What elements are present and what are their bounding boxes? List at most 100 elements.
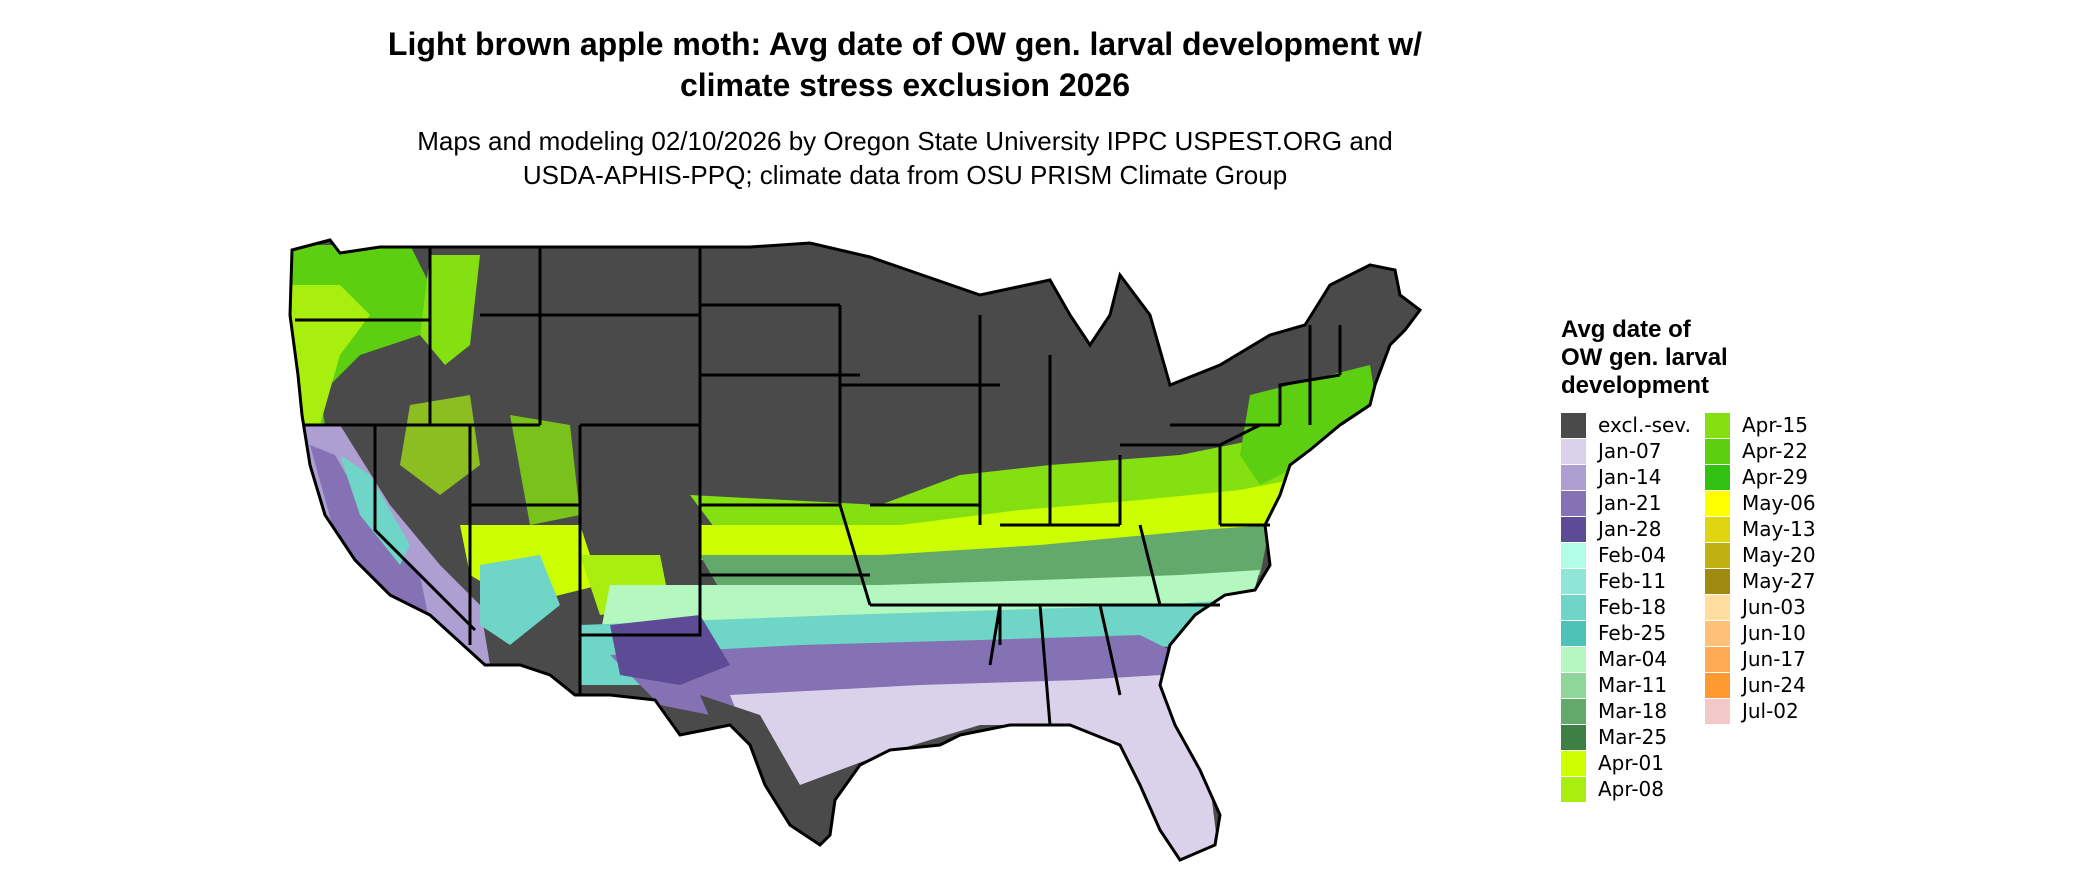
zone-gulf-light-purple [730,675,1220,860]
legend-item: Apr-29 [1704,464,1816,490]
legend-swatch [1561,750,1586,776]
legend: Avg date of OW gen. larval development e… [1561,316,1816,802]
legend-item: Apr-15 [1704,412,1816,438]
legend-item: May-27 [1704,568,1816,594]
subtitle-line-1: Maps and modeling 02/10/2026 by Oregon S… [417,126,1393,156]
legend-swatch [1704,438,1730,464]
legend-column-2: Apr-15 Apr-22 Apr-29 May-06 May-13 May-20 May-… [1704,412,1816,802]
legend-title: Avg date of OW gen. larval development [1561,316,1816,400]
legend-swatch [1704,412,1730,438]
legend-item: Feb-11 [1561,568,1691,594]
legend-swatch [1561,490,1586,516]
legend-label: Apr-15 [1741,413,1808,437]
zone-california-coast-dark [310,445,430,625]
legend-title-line-1: Avg date of [1561,316,1691,343]
legend-swatch [1561,724,1586,750]
legend-label: Feb-11 [1598,569,1667,593]
legend-item: Jul-02 [1704,698,1816,724]
us-outline [288,238,1423,862]
legend-swatch [1561,516,1586,542]
legend-swatch [1561,672,1586,698]
legend-label: Mar-04 [1598,647,1668,671]
legend-label: Mar-11 [1598,673,1668,697]
legend-label: Jun-17 [1741,647,1806,671]
legend-label: Mar-25 [1598,725,1668,749]
legend-label: Feb-04 [1598,543,1667,567]
legend-item: Mar-18 [1561,698,1691,724]
legend-swatch [1704,568,1730,594]
legend-item: Jan-14 [1561,464,1691,490]
legend-item: Jun-24 [1704,672,1816,698]
state-boundaries [288,238,1423,862]
legend-label: May-13 [1741,517,1816,541]
legend-swatch [1561,542,1586,568]
legend-label: Mar-18 [1598,699,1668,723]
legend-item: Mar-04 [1561,646,1691,672]
legend-label: excl.-sev. [1598,413,1691,437]
legend-label: Jan-07 [1598,439,1662,463]
state-line [295,247,1371,726]
legend-item: May-06 [1704,490,1816,516]
legend-item: Apr-01 [1561,750,1691,776]
legend-label: Jan-28 [1598,517,1662,541]
legend-swatch [1561,464,1586,490]
legend-swatch [1561,620,1586,646]
legend-swatch [1561,698,1586,724]
legend-item: Apr-08 [1561,776,1691,802]
legend-label: Jan-14 [1598,465,1662,489]
subtitle-line-2: USDA-APHIS-PPQ; climate data from OSU PR… [522,160,1288,190]
legend-label: May-06 [1741,491,1816,515]
legend-swatch [1704,516,1730,542]
title-line-1: Light brown apple moth: Avg date of OW g… [387,26,1423,62]
legend-swatch [1561,776,1586,802]
legend-item: excl.-sev. [1561,412,1691,438]
legend-label: Apr-29 [1741,465,1808,489]
legend-item: Feb-04 [1561,542,1691,568]
legend-item: May-13 [1704,516,1816,542]
legend-swatch [1704,594,1730,620]
legend-label: Feb-25 [1598,621,1667,645]
legend-swatch [1704,620,1730,646]
zone-arizona-teal [480,555,560,645]
legend-title-line-2: OW gen. larval [1561,344,1728,371]
legend-item: Apr-22 [1704,438,1816,464]
map-subtitle: Maps and modeling 02/10/2026 by Oregon S… [300,124,1510,192]
legend-item: Jun-03 [1704,594,1816,620]
legend-swatch [1704,698,1730,724]
legend-swatch [1561,646,1586,672]
us-map [288,238,1423,862]
legend-swatch [1704,464,1730,490]
legend-swatch [1704,542,1730,568]
legend-swatch [1561,438,1586,464]
legend-label: May-20 [1741,543,1816,567]
legend-item: Mar-25 [1561,724,1691,750]
legend-item: Jun-10 [1704,620,1816,646]
legend-item: Jun-17 [1704,646,1816,672]
legend-item: Jan-28 [1561,516,1691,542]
legend-item: Jan-21 [1561,490,1691,516]
title-line-2: climate stress exclusion 2026 [679,67,1131,103]
legend-swatch [1704,490,1730,516]
legend-item: Feb-25 [1561,620,1691,646]
legend-item: May-20 [1704,542,1816,568]
legend-column-1: excl.-sev. Jan-07 Jan-14 Jan-21 Jan-28 Feb-04… [1561,412,1691,802]
legend-swatch [1704,672,1730,698]
zone-nevada-specks [400,395,480,495]
legend-label: Feb-18 [1598,595,1667,619]
legend-swatch [1561,568,1586,594]
legend-item: Feb-18 [1561,594,1691,620]
legend-title-line-3: development [1561,372,1710,399]
development-zones [290,245,1380,860]
legend-item: Jan-07 [1561,438,1691,464]
legend-label: Jan-21 [1598,491,1662,515]
legend-label: Jun-10 [1741,621,1806,645]
legend-swatch [1561,412,1586,438]
legend-label: Jul-02 [1741,699,1799,723]
zone-utah-green [510,415,580,525]
legend-label: Jun-03 [1741,595,1806,619]
legend-label: Jun-24 [1741,673,1806,697]
legend-swatch [1704,646,1730,672]
legend-label: May-27 [1741,569,1816,593]
zone-idaho-green [420,255,480,365]
legend-label: Apr-08 [1598,777,1664,801]
